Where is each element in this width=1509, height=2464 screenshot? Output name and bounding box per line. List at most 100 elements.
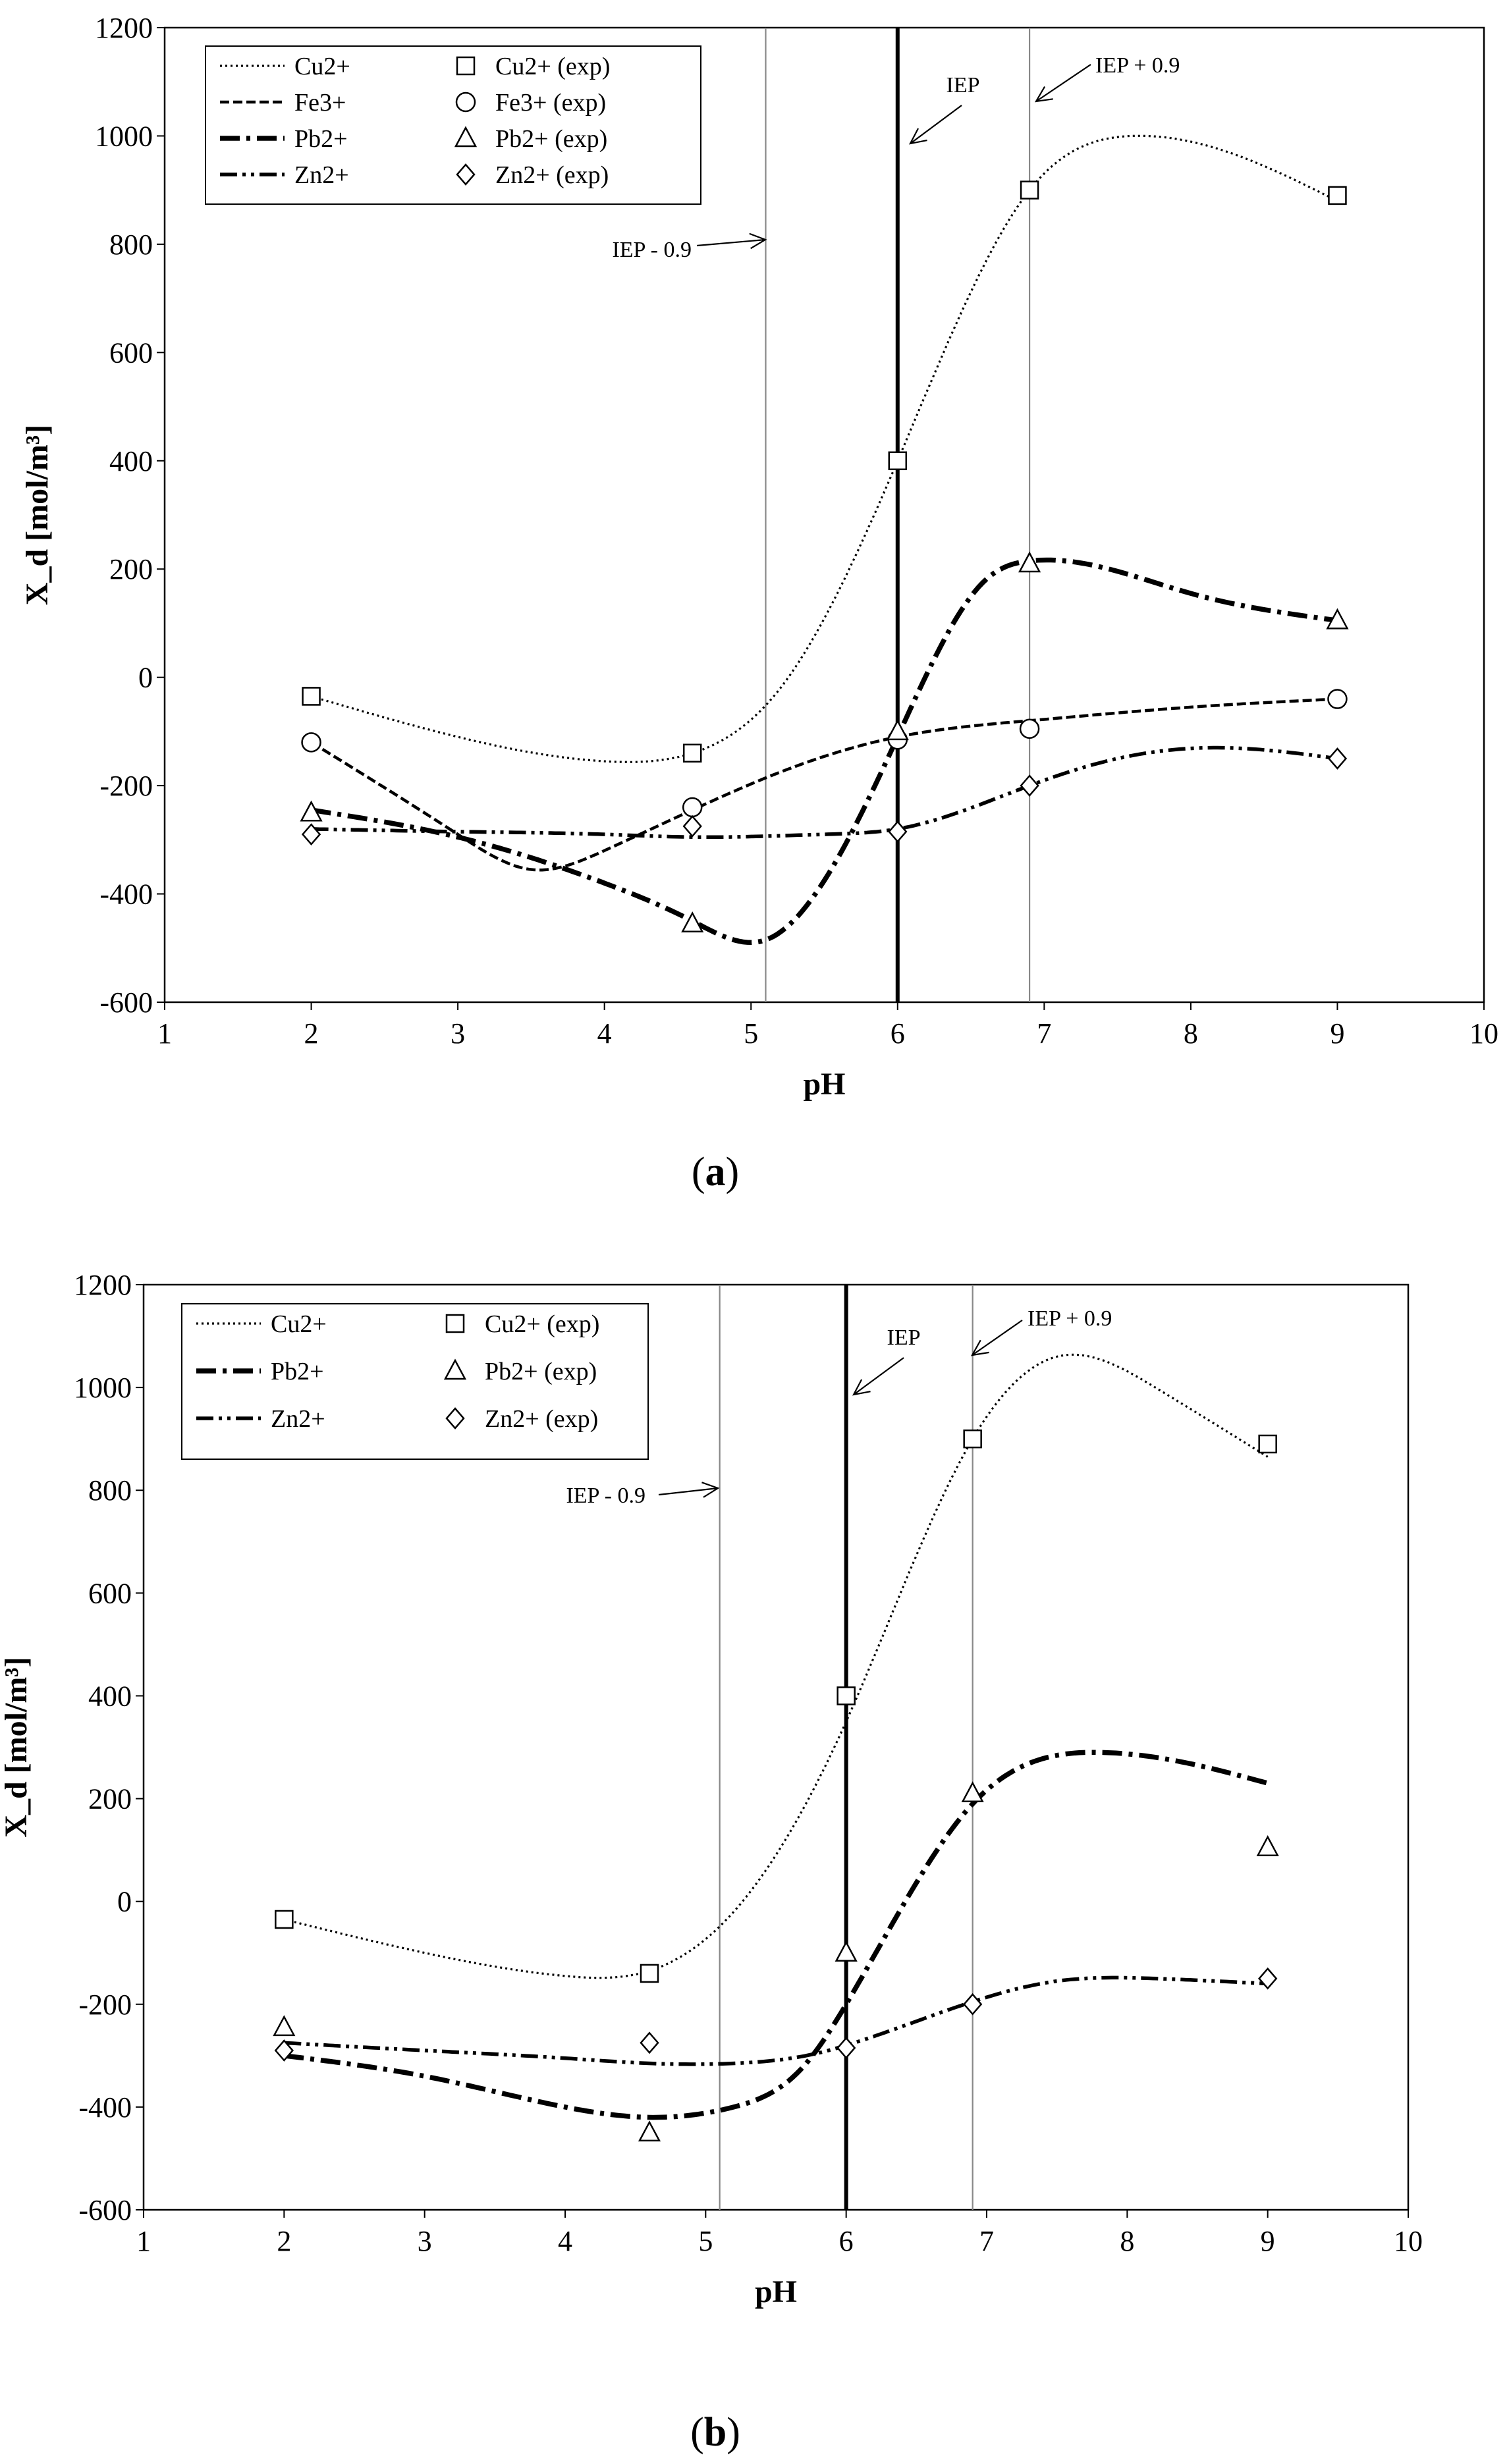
y-tick-label: 800 (88, 1474, 132, 1507)
data-point-diamond (682, 815, 702, 838)
x-tick-label: 1 (136, 2225, 151, 2257)
legend-label: Zn2+ (exp) (495, 161, 609, 189)
legend-box (205, 45, 701, 205)
legend-label: Pb2+ (294, 125, 348, 153)
x-axis-label: pH (803, 1067, 845, 1102)
x-tick-label: 10 (1469, 1017, 1498, 1050)
data-point-triangle (886, 719, 909, 741)
y-tick-label: -600 (99, 986, 153, 1019)
plot-area-frame (142, 1283, 1410, 2211)
legend-label: Pb2+ (exp) (485, 1358, 597, 1385)
legend-label: Pb2+ (271, 1358, 324, 1385)
data-point-square (1328, 186, 1347, 205)
annotation-iep: IEP (947, 73, 980, 97)
x-tick-label: 2 (277, 2225, 291, 2257)
legend-label: Cu2+ (exp) (485, 1310, 599, 1338)
x-tick-label: 6 (891, 1017, 905, 1050)
x-axis-label: pH (755, 2274, 797, 2309)
legend: Cu2+ Fe3+ Pb2+ Zn2+ Cu2+ (exp) Fe3+ (exp) Pb2+… (205, 45, 701, 205)
annotation-arrow (908, 105, 962, 145)
x-tick-label: 2 (304, 1017, 319, 1050)
x-tick-label: 5 (698, 2225, 713, 2257)
data-point-square (640, 1964, 659, 1983)
y-axis-label: X_d [mol/m³] (0, 1657, 34, 1837)
data-point-circle (301, 732, 321, 753)
legend-label: Cu2+ (294, 53, 350, 80)
data-point-diamond (274, 2039, 294, 2062)
x-tick-label: 3 (451, 1017, 465, 1050)
data-point-diamond (1020, 774, 1039, 797)
annotation-iep-minus: IEP - 0.9 (566, 1484, 645, 1508)
legend-marker-circle (455, 92, 476, 113)
y-tick-label: 600 (109, 336, 153, 369)
legend-marker-square (445, 1314, 465, 1333)
y-tick-label: 1200 (95, 12, 153, 44)
y-tick-label: 200 (88, 1783, 132, 1815)
x-tick-label: 4 (597, 1017, 612, 1050)
legend-label: Cu2+ (exp) (495, 53, 610, 80)
x-tick-label: 6 (839, 2225, 854, 2257)
data-point-triangle (273, 2015, 296, 2037)
y-tick-label: 800 (109, 228, 153, 261)
data-point-triangle (1326, 608, 1349, 629)
data-point-triangle (681, 911, 704, 933)
chart-panel-b: 1 2 3 4 5 6 7 8 9 10 -600 -400 -200 0 200 400 600 800 1000… (0, 1269, 1423, 2455)
legend-marker-diamond (456, 163, 476, 186)
data-point-triangle (1256, 1835, 1279, 1856)
y-tick-label: 1000 (74, 1372, 132, 1404)
annotation-arrow (696, 232, 767, 250)
data-point-triangle (300, 800, 323, 822)
annotation-arrow (658, 1482, 720, 1498)
data-point-square (888, 451, 908, 471)
x-tick-label: 5 (744, 1017, 758, 1050)
y-tick-label: 1200 (74, 1269, 132, 1301)
data-point-triangle (835, 1941, 858, 1962)
data-point-circle (1019, 718, 1040, 739)
y-tick-label: 0 (138, 662, 153, 694)
legend-label: Fe3+ (exp) (495, 89, 606, 117)
y-tick-label: -200 (78, 1989, 132, 2021)
series-line-cu2-plus (283, 1353, 1269, 1979)
series-line-pb2-plus (283, 1750, 1269, 2120)
annotation-iep-plus: IEP + 0.9 (1095, 53, 1180, 78)
legend-label: Zn2+ (271, 1405, 325, 1433)
data-point-circle (1327, 689, 1348, 709)
series-line-pb2-plus (311, 557, 1338, 946)
y-tick-label: -600 (78, 2194, 132, 2226)
y-tick-label: 600 (88, 1577, 132, 1609)
data-point-diamond (963, 1993, 983, 2016)
annotation-arrow (852, 1357, 904, 1396)
y-tick-label: -400 (99, 878, 153, 911)
x-tick-label: 9 (1330, 1017, 1344, 1050)
legend-marker-triangle (443, 1358, 467, 1380)
series-line-zn2-plus (311, 745, 1338, 840)
y-tick-label: -400 (78, 2091, 132, 2124)
legend-label: Zn2+ (294, 161, 349, 189)
plot-area-frame (163, 26, 1485, 1004)
x-tick-label: 7 (979, 2225, 994, 2257)
data-point-square (1020, 180, 1039, 200)
data-point-diamond (1258, 1967, 1278, 1990)
legend-marker-square (456, 56, 476, 76)
data-point-diamond (301, 823, 321, 846)
data-point-square (275, 1910, 294, 1929)
data-point-square (963, 1429, 982, 1449)
data-point-triangle (961, 1781, 984, 1802)
annotation-arrow (970, 1320, 1023, 1356)
y-tick-label: 400 (109, 445, 153, 477)
y-axis-label: X_d [mol/m³] (20, 425, 55, 605)
panel-caption: (b) (690, 2410, 740, 2455)
legend-label: Cu2+ (271, 1310, 327, 1338)
data-point-diamond (1327, 747, 1348, 770)
annotation-arrow (1034, 64, 1091, 103)
legend-marker-triangle (454, 126, 478, 147)
y-tick-label: 1000 (95, 120, 153, 152)
annotation-iep: IEP (887, 1326, 921, 1350)
data-point-square (682, 743, 702, 763)
legend-marker-diamond (445, 1407, 465, 1430)
y-tick-label: 400 (88, 1680, 132, 1712)
x-tick-label: 8 (1120, 2225, 1134, 2257)
x-tick-label: 10 (1394, 2225, 1423, 2257)
legend-label: Fe3+ (294, 89, 346, 117)
